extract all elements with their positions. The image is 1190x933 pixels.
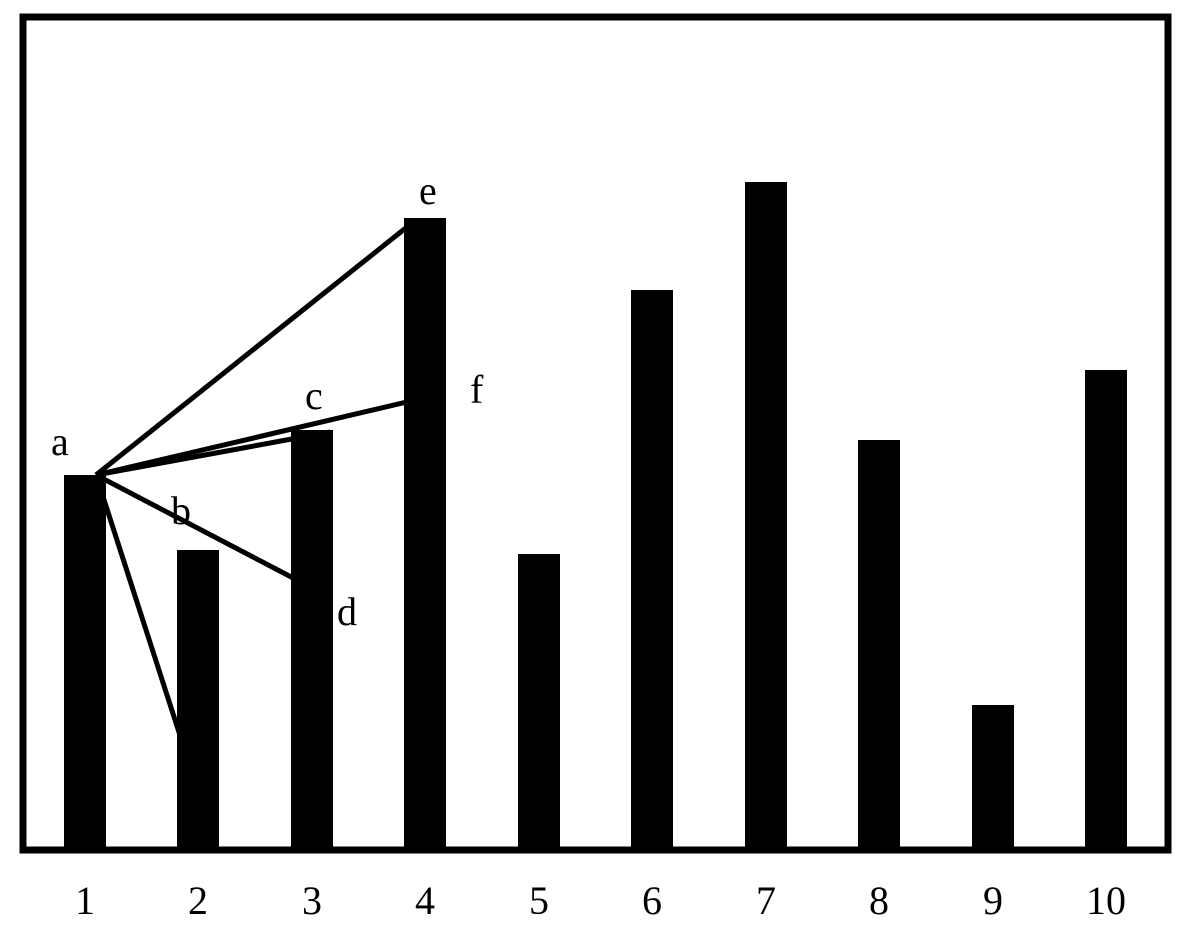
bar-1 — [64, 475, 106, 850]
point-label-e: e — [419, 168, 437, 213]
chart-svg: a b c d e f 1 2 3 4 5 6 7 8 9 10 — [0, 0, 1190, 933]
bar-8 — [858, 440, 900, 850]
bar-2 — [177, 550, 219, 850]
bar-6 — [631, 290, 673, 850]
x-tick-label-6: 6 — [642, 878, 662, 923]
bar-10 — [1085, 370, 1127, 850]
point-label-b: b — [171, 488, 191, 533]
x-tick-label-2: 2 — [188, 878, 208, 923]
x-tick-label-7: 7 — [756, 878, 776, 923]
bar-4 — [404, 218, 446, 850]
bar-7 — [745, 182, 787, 850]
x-tick-label-9: 9 — [983, 878, 1003, 923]
x-tick-label-8: 8 — [869, 878, 889, 923]
x-tick-label-4: 4 — [415, 878, 435, 923]
point-label-d: d — [337, 589, 357, 634]
point-label-c: c — [305, 373, 323, 418]
x-tick-label-3: 3 — [302, 878, 322, 923]
point-label-a: a — [51, 419, 69, 464]
bar-5 — [518, 554, 560, 850]
bar-9 — [972, 705, 1014, 850]
bar-3 — [291, 430, 333, 850]
point-label-f: f — [470, 367, 484, 412]
x-tick-label-1: 1 — [75, 878, 95, 923]
x-tick-label-10: 10 — [1086, 878, 1126, 923]
x-tick-label-5: 5 — [529, 878, 549, 923]
